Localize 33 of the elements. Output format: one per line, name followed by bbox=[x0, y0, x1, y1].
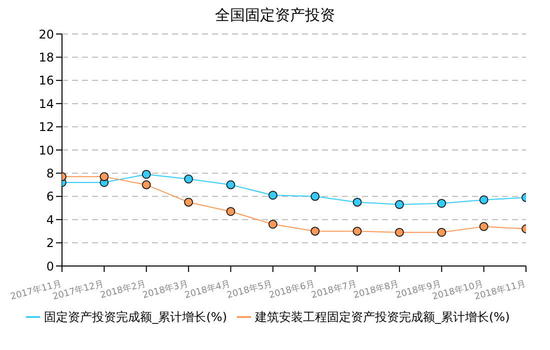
y-tick-label: 0 bbox=[46, 259, 54, 274]
point bbox=[352, 198, 362, 207]
point bbox=[268, 220, 278, 229]
legend-label: 建筑安装工程固定资产投资完成额_累计增长(%) bbox=[255, 310, 510, 324]
y-tick-label: 16 bbox=[38, 74, 54, 88]
y-tick-label: 12 bbox=[38, 120, 54, 134]
point bbox=[184, 198, 194, 207]
y-tick-label: 18 bbox=[38, 50, 54, 64]
point bbox=[437, 198, 446, 208]
point bbox=[142, 170, 151, 179]
point bbox=[226, 180, 236, 190]
point bbox=[268, 190, 278, 200]
y-tick-label: 10 bbox=[38, 143, 54, 158]
y-tick-label: 4 bbox=[46, 212, 54, 227]
point bbox=[100, 172, 109, 182]
point bbox=[394, 228, 404, 237]
y-tick-label: 20 bbox=[38, 27, 54, 42]
point bbox=[479, 195, 488, 204]
y-tick-label: 8 bbox=[46, 166, 54, 180]
y-tick-label: 6 bbox=[46, 190, 54, 204]
legend-label: 固定资产投资完成额_累计增长(%) bbox=[44, 310, 227, 324]
y-tick-label: 14 bbox=[38, 96, 54, 111]
point bbox=[310, 226, 320, 236]
point bbox=[437, 228, 446, 237]
point bbox=[479, 222, 488, 232]
y-tick-label: 2 bbox=[46, 236, 54, 250]
point bbox=[352, 226, 362, 236]
point bbox=[394, 200, 404, 210]
point bbox=[184, 174, 194, 184]
point bbox=[226, 206, 236, 216]
point bbox=[142, 180, 151, 190]
chart-title: 全国固定资产投资 bbox=[214, 6, 336, 26]
point bbox=[310, 192, 320, 201]
